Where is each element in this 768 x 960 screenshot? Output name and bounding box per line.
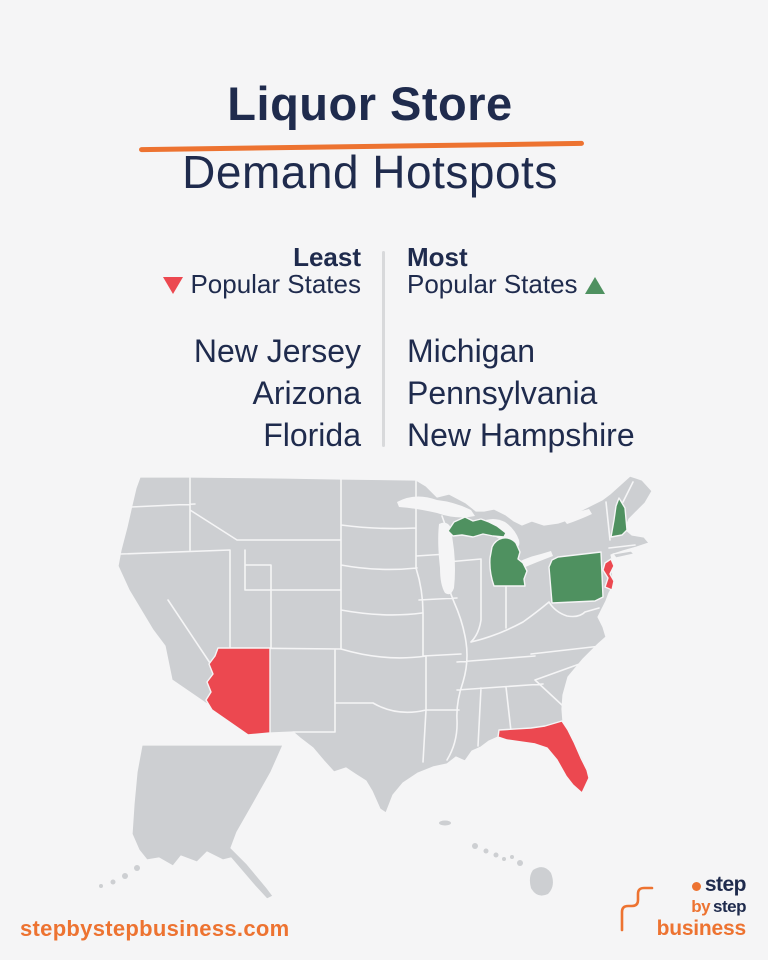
aleutian-islands [99, 865, 140, 888]
list-item: New Hampshire [407, 417, 635, 453]
alaska [131, 744, 284, 900]
state-new-hampshire [610, 497, 628, 538]
logo-business: business [656, 917, 747, 940]
legend-divider [382, 251, 385, 447]
logo-step1: step [704, 873, 747, 896]
list-item: Arizona [252, 375, 362, 411]
state-michigan [489, 537, 528, 587]
staircase-icon [620, 886, 654, 932]
title-block: Liquor Store Demand Hotspots [0, 76, 740, 199]
logo-text: step by step business [656, 873, 747, 940]
up-triangle-icon [584, 277, 605, 294]
lake-michigan [438, 522, 455, 595]
list-item: Pennsylvania [407, 375, 598, 411]
lake-ontario [563, 509, 592, 524]
state-michigan-upper [447, 516, 507, 538]
least-subheading: Popular States [65, 271, 361, 298]
brand-logo: step by step business [616, 873, 747, 940]
logo-step2: step [713, 897, 746, 916]
state-florida [497, 720, 590, 794]
page-subtitle: Demand Hotspots [182, 146, 558, 198]
down-triangle-icon [163, 277, 184, 294]
state-pennsylvania [548, 551, 604, 604]
gulf-islet [439, 820, 451, 826]
legend: Least Popular States New Jersey Arizona … [0, 243, 768, 456]
list-item: Florida [263, 417, 361, 453]
most-subheading: Popular States [407, 271, 703, 298]
logo-dot-icon [691, 881, 701, 891]
list-item: Michigan [407, 333, 536, 369]
most-heading: Most [407, 242, 468, 272]
state-arizona [205, 647, 271, 736]
list-item: New Jersey [193, 333, 361, 369]
most-subheading-label: Popular States [407, 269, 578, 299]
state-borders [120, 477, 636, 763]
hawaii [472, 843, 553, 896]
page-title: Liquor Store [227, 77, 513, 130]
website-link[interactable]: stepbystepbusiness.com [20, 916, 290, 941]
long-island [612, 550, 635, 559]
most-state-list: Michigan Pennsylvania New Hampshire [407, 330, 703, 456]
least-state-list: New Jersey Arizona Florida [65, 330, 361, 456]
least-subheading-label: Popular States [190, 269, 361, 299]
legend-least-column: Least Popular States New Jersey Arizona … [65, 243, 382, 456]
us-map [99, 475, 653, 900]
state-new-jersey [602, 558, 615, 591]
least-heading: Least [293, 242, 361, 272]
logo-by: by [691, 897, 711, 916]
legend-most-column: Most Popular States Michigan Pennsylvani… [385, 243, 703, 456]
